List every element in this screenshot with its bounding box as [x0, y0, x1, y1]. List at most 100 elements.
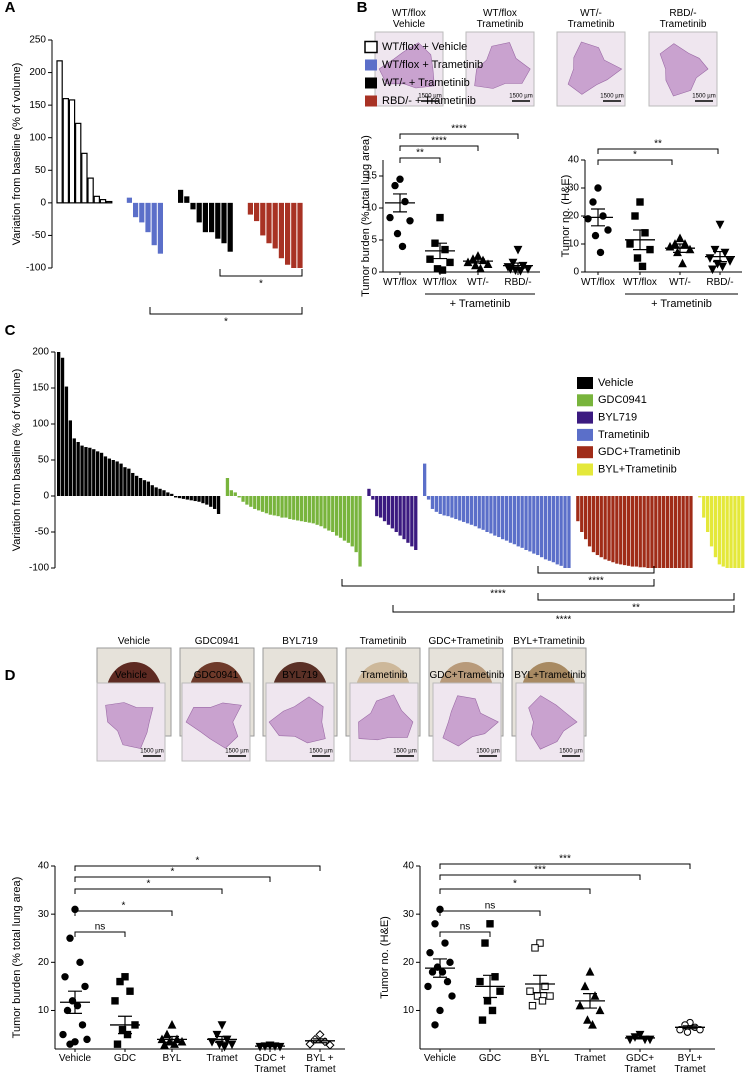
bar	[197, 496, 201, 502]
tissue	[528, 695, 578, 750]
legend-swatch	[577, 446, 593, 459]
legend-swatch	[577, 377, 593, 389]
bar	[87, 177, 94, 204]
panel-label: B	[356, 0, 368, 16]
panel-label: A	[4, 0, 16, 16]
significance-label: ***	[534, 865, 546, 876]
tissue	[268, 696, 326, 744]
y-tick-label: 100	[29, 132, 46, 143]
y-tick-label: 40	[403, 861, 415, 872]
bar	[721, 496, 725, 567]
image-label: BYL+Trametinib	[514, 670, 586, 681]
bar	[595, 496, 599, 556]
bar	[346, 496, 350, 543]
bar	[626, 496, 631, 566]
bar	[99, 199, 107, 204]
bar	[551, 496, 555, 563]
data-point	[325, 1040, 335, 1050]
significance-bracket	[537, 593, 735, 601]
x-tick-label: Tramet	[206, 1053, 238, 1064]
bar	[292, 496, 296, 520]
photo-label: Vehicle	[117, 636, 151, 647]
significance-label: **	[654, 139, 662, 150]
bar	[74, 122, 82, 204]
bar	[311, 496, 315, 524]
y-tick-label: -50	[35, 527, 50, 538]
x-tick-label: Vehicle	[423, 1053, 457, 1064]
tissue	[659, 43, 709, 97]
y-tick-label: 20	[568, 211, 580, 222]
bar	[426, 496, 431, 500]
data-point	[275, 1042, 285, 1052]
bar	[446, 496, 450, 517]
significance-label: **	[632, 603, 640, 614]
image-label: WT/flox Vehicle	[392, 8, 426, 30]
bar	[371, 496, 375, 500]
tissue	[185, 702, 242, 749]
tissue	[358, 694, 414, 741]
bar	[599, 496, 603, 558]
legend-label: WT/flox + Vehicle	[382, 41, 467, 53]
significance-bracket	[439, 910, 541, 916]
data-point	[424, 982, 432, 991]
bar	[64, 386, 69, 496]
bar	[227, 202, 233, 252]
data-point	[61, 973, 69, 981]
bar	[297, 202, 303, 268]
data-point	[59, 1030, 67, 1039]
tissue	[378, 42, 435, 89]
significance-label: ns	[95, 922, 106, 933]
data-point	[476, 263, 485, 273]
data-point	[438, 266, 447, 274]
significance-label: *	[259, 279, 263, 290]
data-point	[513, 245, 523, 255]
bar	[215, 202, 221, 239]
bar	[532, 496, 536, 554]
data-point	[595, 1005, 605, 1015]
data-point	[583, 1015, 592, 1024]
bar	[107, 458, 111, 496]
bar	[559, 496, 563, 566]
data-point	[83, 1035, 91, 1044]
error-bar	[633, 1036, 647, 1040]
group-label: + Trametinib	[450, 298, 511, 310]
data-point	[478, 1016, 487, 1024]
bar	[233, 492, 237, 496]
bar	[229, 490, 233, 496]
bar	[181, 496, 186, 499]
legend-swatch	[365, 59, 377, 71]
data-point	[177, 1036, 187, 1046]
bar	[630, 496, 635, 567]
bar	[260, 202, 266, 236]
image-label: RBD/- Trametinib	[659, 8, 707, 30]
y-tick-label: 10	[38, 1005, 50, 1016]
bar	[379, 496, 383, 518]
bar	[382, 496, 387, 522]
significance-label: ****	[490, 589, 506, 600]
bar	[658, 496, 662, 568]
significance-bracket	[439, 888, 591, 894]
significance-bracket	[399, 157, 441, 163]
bar	[60, 357, 65, 496]
error-bar	[533, 974, 547, 994]
data-point	[121, 973, 129, 981]
error-bar	[433, 958, 447, 978]
data-point	[681, 1021, 689, 1029]
data-point	[66, 1040, 74, 1048]
bar	[646, 496, 650, 568]
y-tick-label: 0	[371, 267, 377, 278]
bar	[540, 496, 544, 558]
error-bar	[118, 1015, 132, 1035]
bar	[142, 480, 147, 496]
bar	[196, 202, 202, 223]
significance-bracket	[341, 579, 655, 587]
scale-bar-label: 1500 µm	[393, 749, 416, 755]
x-tick-label: WT/flox	[383, 277, 417, 288]
bar	[307, 496, 311, 523]
data-point	[528, 1001, 537, 1010]
bar	[119, 463, 123, 496]
image-label: WT/- Trametinib	[567, 8, 615, 30]
y-tick-label: 250	[29, 35, 46, 46]
bar	[76, 442, 80, 496]
data-point	[531, 944, 539, 952]
